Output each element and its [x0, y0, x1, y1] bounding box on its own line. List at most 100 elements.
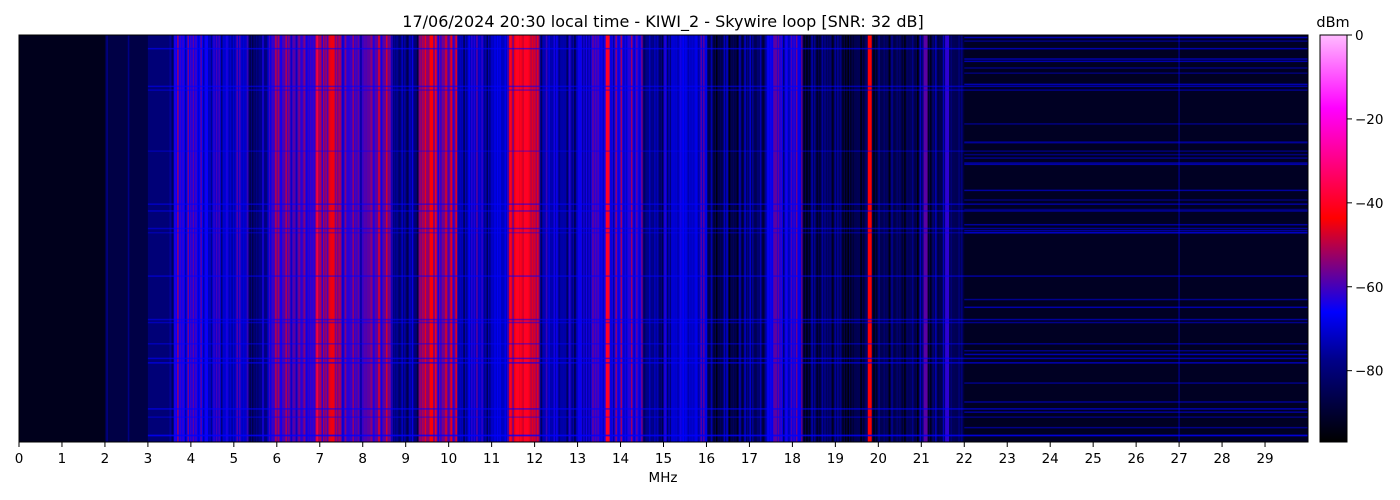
time-row-overlay [147, 36, 1308, 437]
texture-strip [648, 35, 651, 442]
texture-strip [409, 35, 411, 442]
texture-strip [643, 35, 646, 442]
texture-strip [788, 35, 790, 442]
texture-strip [677, 35, 679, 442]
texture-strip [553, 35, 556, 442]
texture-strip [558, 35, 561, 442]
texture-strip [393, 35, 396, 442]
time-row-streak [964, 199, 1308, 201]
chart-title: 17/06/2024 20:30 local time - KIWI_2 - S… [402, 12, 923, 32]
texture-strip [226, 35, 228, 442]
texture-strip [917, 35, 919, 442]
texture-strip [257, 35, 259, 442]
texture-strip [610, 35, 612, 442]
texture-strip [478, 35, 481, 442]
texture-strip [324, 35, 326, 442]
spectrum-band-9 [362, 35, 394, 442]
texture-strip [829, 35, 831, 442]
strong-signal-line [945, 35, 950, 442]
texture-strip [223, 35, 226, 442]
texture-strip [535, 35, 538, 442]
x-tick-label: 24 [1042, 451, 1059, 467]
time-row-streak [964, 306, 1308, 309]
texture-strip [602, 35, 605, 442]
texture-strip [411, 35, 414, 442]
texture-strip [326, 35, 329, 442]
x-tick-label: 7 [315, 451, 324, 467]
texture-strip [370, 35, 373, 442]
texture-strip [834, 35, 837, 442]
texture-strip [383, 35, 385, 442]
texture-strip [269, 35, 272, 442]
texture-strip [770, 35, 772, 442]
texture-strip [365, 35, 367, 442]
texture-strip [249, 35, 251, 442]
texture-strip [228, 35, 231, 442]
texture-strip [654, 35, 656, 442]
texture-strip [267, 35, 269, 442]
texture-strip [700, 35, 703, 442]
texture-strip [295, 35, 298, 442]
texture-strip [646, 35, 648, 442]
texture-strip [501, 35, 504, 442]
texture-strip [254, 35, 257, 442]
texture-strip [800, 35, 803, 442]
texture-strip [721, 35, 723, 442]
texture-strip [437, 35, 440, 442]
texture-strip [422, 35, 424, 442]
texture-strip [182, 35, 184, 442]
texture-strip [375, 35, 378, 442]
texture-strip [313, 35, 316, 442]
texture-strip [452, 35, 455, 442]
x-tick-label: 9 [401, 451, 410, 467]
strong-signal-line [524, 35, 529, 442]
texture-strip [592, 35, 594, 442]
texture-strip [238, 35, 241, 442]
texture-strip [911, 35, 914, 442]
texture-strip [512, 35, 514, 442]
texture-strip [733, 35, 736, 442]
x-tick-label: 0 [15, 451, 24, 467]
texture-strip [672, 35, 674, 442]
texture-strip [839, 35, 842, 442]
texture-strip [888, 35, 891, 442]
texture-strip [378, 35, 380, 442]
texture-strip [414, 35, 416, 442]
time-row-streak [964, 382, 1308, 384]
texture-strip [901, 35, 904, 442]
texture-strip [860, 35, 862, 442]
texture-strip [636, 35, 638, 442]
texture-strip [687, 35, 690, 442]
texture-strip [785, 35, 788, 442]
texture-strip [891, 35, 893, 442]
strong-signal-line [429, 35, 434, 442]
texture-strip [893, 35, 896, 442]
texture-strip [630, 35, 633, 442]
texture-strip [380, 35, 383, 442]
texture-strip [318, 35, 321, 442]
texture-strip [837, 35, 839, 442]
colorbar: 0 −20 −40 −60 −80 dBm [1316, 15, 1384, 443]
texture-strip [543, 35, 545, 442]
texture-strip [434, 35, 437, 442]
texture-strip [571, 35, 574, 442]
x-tick-label: 13 [569, 451, 586, 467]
texture-strip [862, 35, 865, 442]
texture-strip [674, 35, 677, 442]
texture-strip [344, 35, 347, 442]
texture-strip [532, 35, 535, 442]
texture-strip [857, 35, 860, 442]
texture-strip [519, 35, 522, 442]
texture-strip [767, 35, 770, 442]
texture-strip [958, 35, 960, 442]
x-tick-label: 29 [1256, 451, 1273, 467]
strong-signal-line [515, 35, 520, 442]
time-row-streak [964, 411, 1308, 413]
texture-strip [780, 35, 782, 442]
texture-strip [396, 35, 398, 442]
texture-strip [793, 35, 795, 442]
texture-strip [873, 35, 875, 442]
texture-strip [852, 35, 855, 442]
time-row-streak [964, 189, 1308, 192]
time-row-streak [964, 142, 1308, 144]
